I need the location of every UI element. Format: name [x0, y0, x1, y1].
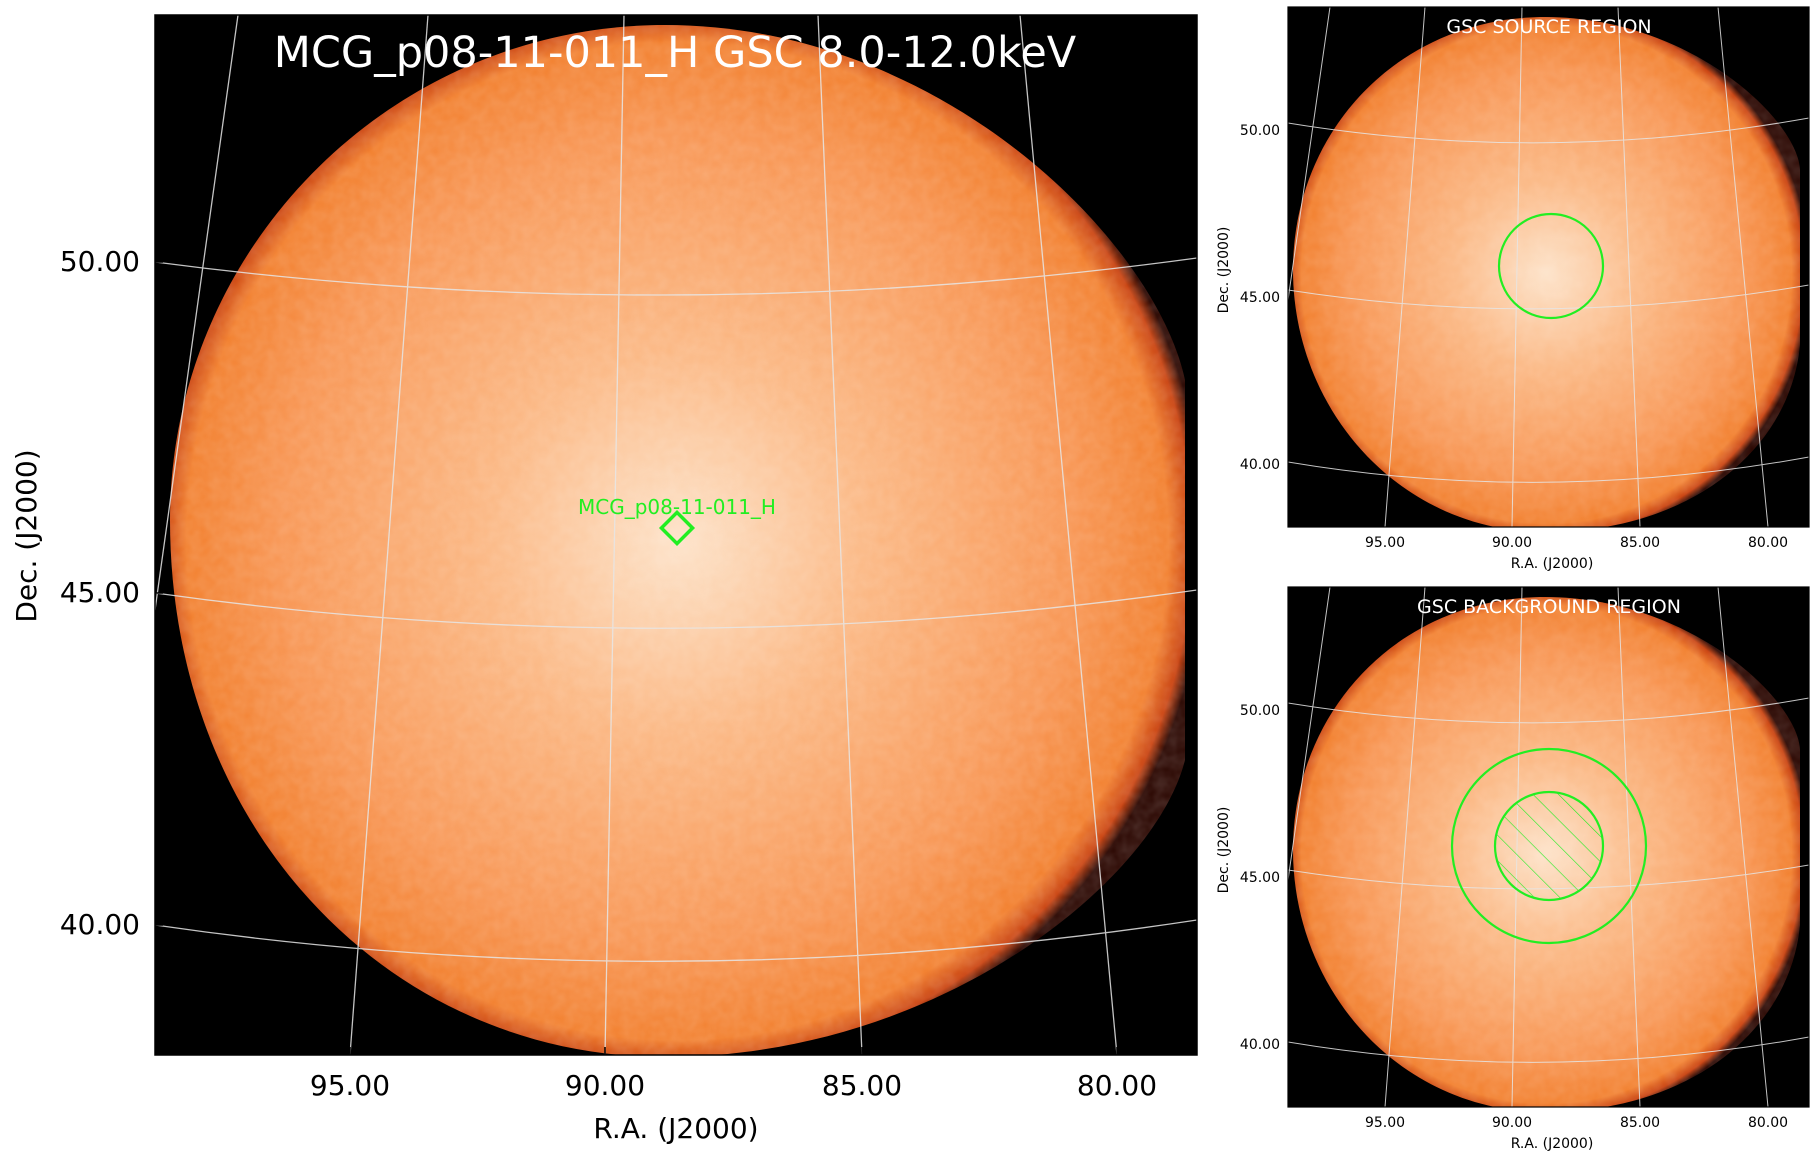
main-title: MCG_p08-11-011_H GSC 8.0-12.0keV	[274, 28, 1077, 78]
background-xtick-80: 80.00	[1748, 1115, 1788, 1131]
main-tick-marks	[155, 261, 1118, 1055]
main-coordinate-grid	[155, 15, 1197, 1055]
source-y-axis-label: Dec. (J2000)	[1216, 227, 1232, 314]
source-xtick-85: 85.00	[1620, 535, 1660, 551]
background-xtick-85: 85.00	[1620, 1115, 1660, 1131]
background-outer-annulus-circle[interactable]	[1450, 747, 1648, 945]
main-x-axis-label: R.A. (J2000)	[593, 1112, 758, 1145]
main-axes-frame	[154, 14, 1198, 1056]
main-x-tick-labels: 95.00 90.00 85.00 80.00	[310, 1069, 1157, 1102]
source-region-panel: GSC SOURCE REGION 95.00 90.00 85.00 80.0…	[1216, 6, 1810, 572]
source-ytick-40: 40.00	[1240, 457, 1280, 473]
source-extraction-circle[interactable]	[1497, 212, 1605, 320]
main-disk-grain	[170, 25, 1185, 1055]
main-y-axis-label: Dec. (J2000)	[10, 449, 43, 622]
main-ytick-45: 45.00	[60, 576, 140, 609]
background-x-axis-label: R.A. (J2000)	[1511, 1136, 1594, 1152]
background-xtick-95: 95.00	[1365, 1115, 1405, 1131]
main-xtick-80: 80.00	[1077, 1069, 1157, 1102]
source-coordinate-grid	[1288, 7, 1809, 527]
source-x-tick-labels: 95.00 90.00 85.00 80.00	[1365, 535, 1788, 551]
background-panel-title: GSC BACKGROUND REGION	[1417, 596, 1681, 618]
source-xtick-95: 95.00	[1365, 535, 1405, 551]
main-y-tick-labels: 50.00 45.00 40.00	[60, 245, 140, 941]
source-axes-frame	[1287, 6, 1810, 528]
source-panel-title: GSC SOURCE REGION	[1446, 16, 1651, 38]
source-xtick-90: 90.00	[1492, 535, 1532, 551]
source-y-tick-labels: 50.00 45.00 40.00	[1240, 123, 1280, 473]
main-ytick-50: 50.00	[60, 245, 140, 278]
main-xtick-95: 95.00	[310, 1069, 390, 1102]
source-xtick-80: 80.00	[1748, 535, 1788, 551]
background-ytick-50: 50.00	[1240, 703, 1280, 719]
background-ytick-45: 45.00	[1240, 870, 1280, 886]
source-x-axis-label: R.A. (J2000)	[1511, 556, 1594, 572]
background-axes-frame	[1287, 586, 1810, 1108]
main-ytick-40: 40.00	[60, 908, 140, 941]
background-region-panel: GSC BACKGROUND REGION 95.00 90.00 85.00 …	[1216, 586, 1810, 1152]
main-xtick-85: 85.00	[822, 1069, 902, 1102]
background-x-tick-labels: 95.00 90.00 85.00 80.00	[1365, 1115, 1788, 1131]
background-excluded-hatched-circle[interactable]	[1493, 790, 1605, 902]
source-label: MCG_p08-11-011_H	[578, 495, 776, 519]
source-ytick-50: 50.00	[1240, 123, 1280, 139]
main-panel: MCG_p08-11-011_H MCG_p08-11-011_H GSC 8.…	[10, 14, 1198, 1145]
source-diamond-marker[interactable]	[658, 509, 696, 547]
background-y-axis-label: Dec. (J2000)	[1216, 807, 1232, 894]
main-xtick-90: 90.00	[565, 1069, 645, 1102]
background-ytick-40: 40.00	[1240, 1037, 1280, 1053]
background-xtick-90: 90.00	[1492, 1115, 1532, 1131]
source-ytick-45: 45.00	[1240, 290, 1280, 306]
background-y-tick-labels: 50.00 45.00 40.00	[1240, 703, 1280, 1053]
